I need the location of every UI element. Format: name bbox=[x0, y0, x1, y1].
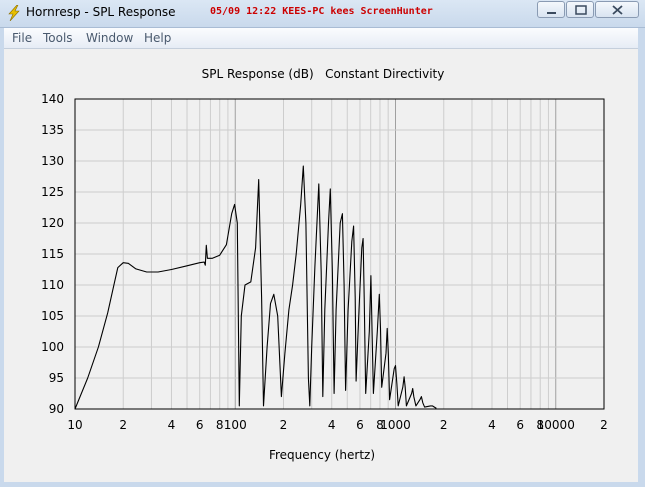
close-button[interactable] bbox=[595, 1, 639, 18]
window-frame-left bbox=[0, 27, 4, 487]
x-tick-label: 6 bbox=[356, 418, 364, 432]
x-tick-label: 2 bbox=[440, 418, 448, 432]
menu-window[interactable]: Window bbox=[86, 31, 134, 45]
y-tick-label: 100 bbox=[41, 340, 64, 354]
y-tick-label: 90 bbox=[49, 402, 64, 416]
menu-tools[interactable]: Tools bbox=[43, 31, 73, 45]
close-icon bbox=[612, 5, 623, 15]
plot-frame bbox=[74, 98, 605, 410]
x-tick-label: 6 bbox=[196, 418, 204, 432]
x-tick-label: 8 bbox=[376, 418, 384, 432]
y-tick-label: 125 bbox=[41, 185, 64, 199]
x-axis-label: Frequency (hertz) bbox=[269, 448, 375, 462]
y-tick-label: 140 bbox=[41, 92, 64, 106]
window-frame-bottom bbox=[0, 482, 645, 487]
maximize-button[interactable] bbox=[566, 1, 594, 18]
y-tick-label: 95 bbox=[49, 371, 64, 385]
y-tick-label: 120 bbox=[41, 216, 64, 230]
x-tick-label: 4 bbox=[488, 418, 496, 432]
x-tick-label: 8 bbox=[216, 418, 224, 432]
x-tick-label: 4 bbox=[328, 418, 336, 432]
minimize-icon bbox=[547, 12, 556, 14]
y-tick-label: 115 bbox=[41, 247, 64, 261]
y-tick-label: 130 bbox=[41, 154, 64, 168]
menu-help[interactable]: Help bbox=[144, 31, 172, 45]
x-tick-label: 100 bbox=[224, 418, 247, 432]
x-tick-label: 10 bbox=[67, 418, 82, 432]
series-layer bbox=[74, 165, 437, 410]
screenhunter-overlay-text: 05/09 12:22 KEES-PC kees ScreenHunter bbox=[210, 6, 433, 17]
title-bar[interactable]: Hornresp - SPL Response 05/09 12:22 KEES… bbox=[0, 0, 645, 28]
menu-bar: File Tools Window Help bbox=[4, 28, 638, 49]
y-tick-label: 110 bbox=[41, 278, 64, 292]
x-tick-label: 10000 bbox=[537, 418, 575, 432]
x-tick-label: 6 bbox=[516, 418, 524, 432]
minimize-button[interactable] bbox=[537, 1, 565, 18]
y-tick-label: 105 bbox=[41, 309, 64, 323]
window-title: Hornresp - SPL Response bbox=[26, 5, 176, 19]
spl-curve bbox=[74, 165, 437, 410]
menu-file[interactable]: File bbox=[12, 31, 33, 45]
y-tick-label: 135 bbox=[41, 123, 64, 137]
window-frame-right bbox=[638, 27, 645, 487]
x-tick-label: 2 bbox=[119, 418, 127, 432]
chart-title: SPL Response (dB) Constant Directivity bbox=[202, 67, 445, 81]
x-tick-label: 8 bbox=[536, 418, 544, 432]
x-tick-label: 2 bbox=[600, 418, 608, 432]
lightning-bolt-icon bbox=[8, 5, 20, 21]
grid bbox=[74, 98, 605, 410]
maximize-icon bbox=[575, 5, 587, 15]
x-tick-label: 4 bbox=[168, 418, 176, 432]
x-tick-label: 2 bbox=[280, 418, 288, 432]
x-tick-label: 1000 bbox=[380, 418, 411, 432]
